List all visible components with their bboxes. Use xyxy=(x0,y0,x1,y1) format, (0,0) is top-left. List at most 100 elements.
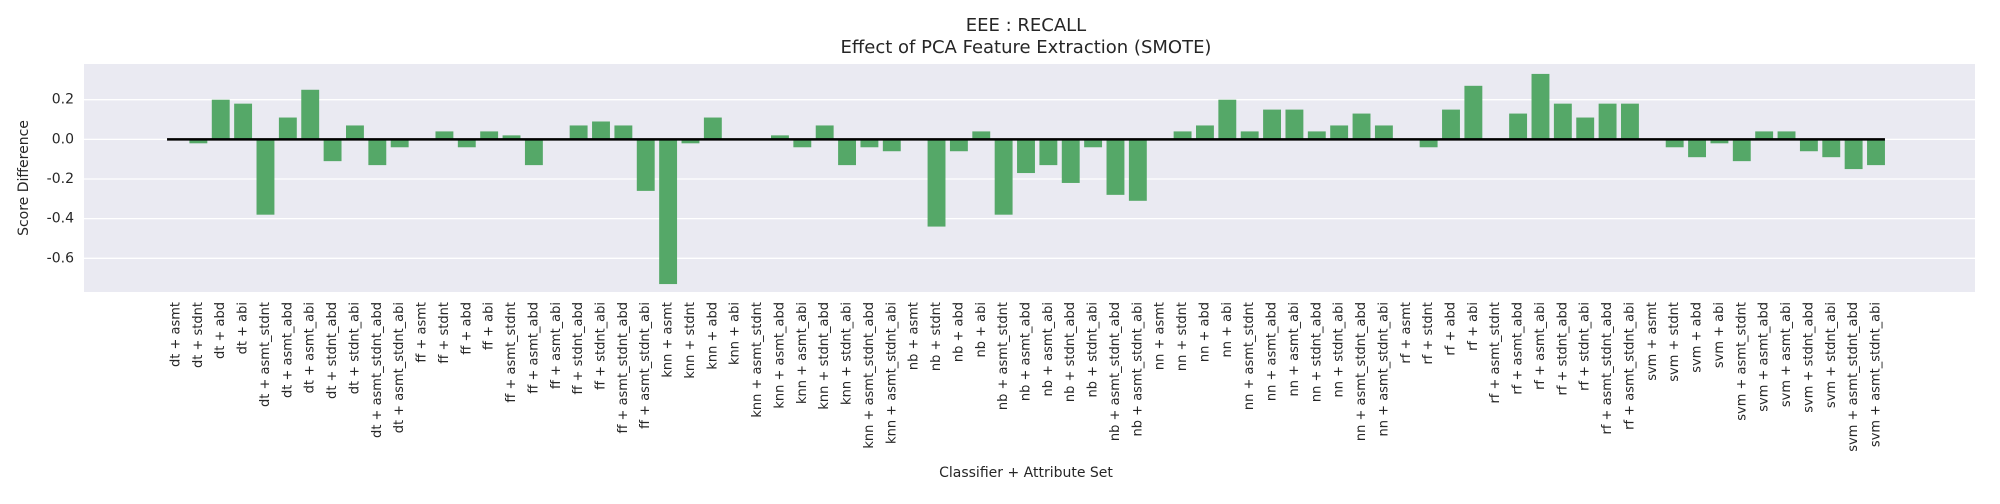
x-tick-label: knn + asmt_stdnt xyxy=(750,302,765,418)
x-tick-label: rf + stdnt_abd xyxy=(1555,302,1570,396)
bar xyxy=(860,139,879,148)
bar xyxy=(793,139,812,148)
x-tick-label: ff + asmt_abi xyxy=(549,302,564,389)
x-tick-label: nb + asmt_stdnt xyxy=(996,302,1011,410)
x-tick-label: svm + asmt_stdnt xyxy=(1734,302,1749,421)
bar xyxy=(1352,113,1371,140)
x-tick-label: svm + asmt_stdnt_abd xyxy=(1846,302,1861,452)
x-tick-label: knn + asmt xyxy=(661,302,676,378)
x-tick-label: svm + asmt_abi xyxy=(1779,302,1794,407)
bar xyxy=(1128,139,1147,201)
bar xyxy=(278,117,297,140)
bar xyxy=(1598,103,1617,140)
bar xyxy=(1084,139,1103,148)
x-tick-label: nb + stdnt_abd xyxy=(1063,302,1078,402)
x-tick-label: dt + abd xyxy=(213,302,228,359)
x-tick-label: dt + stdnt_abi xyxy=(347,302,362,394)
x-tick-label: nn + stdnt_abd xyxy=(1309,302,1324,402)
x-tick-label: nb + stdnt_abi xyxy=(1086,302,1101,397)
bar xyxy=(882,139,901,152)
bar xyxy=(1844,139,1863,170)
x-tick-label: dt + asmt_abi xyxy=(303,302,318,393)
x-tick-label: rf + asmt_abi xyxy=(1533,302,1548,390)
bar xyxy=(1464,85,1483,140)
x-tick-label: dt + asmt_stdnt_abd xyxy=(370,302,385,438)
bar xyxy=(502,135,521,140)
x-tick-label: dt + stdnt_abd xyxy=(325,302,340,399)
bar xyxy=(1307,131,1326,140)
x-tick-label: rf + asmt_abd xyxy=(1511,302,1526,395)
x-tick-label: nb + asmt_stdnt_abi xyxy=(1130,302,1145,436)
x-tick-label: nb + stdnt xyxy=(929,302,944,371)
bar xyxy=(592,121,610,140)
bar xyxy=(211,99,230,140)
x-tick-label: ff + stdnt xyxy=(437,302,452,364)
bar xyxy=(1755,131,1774,140)
bar xyxy=(994,139,1013,215)
bar xyxy=(1442,109,1460,140)
bar xyxy=(256,139,275,215)
x-tick-label: nn + stdnt_abi xyxy=(1332,302,1347,397)
x-tick-label: nb + asmt_stdnt_abd xyxy=(1108,302,1123,441)
bar xyxy=(189,139,208,144)
bar xyxy=(636,139,655,191)
x-tick-label: knn + asmt_abd xyxy=(772,302,787,409)
bar xyxy=(771,135,789,140)
x-tick-label: dt + asmt_abd xyxy=(280,302,295,398)
bar xyxy=(1285,109,1304,140)
x-tick-label: dt + asmt_stdnt_abi xyxy=(392,302,407,433)
y-tick-label: 0.0 xyxy=(52,131,74,147)
x-tick-label: nb + abi xyxy=(974,302,989,357)
x-tick-label: knn + stdnt_abi xyxy=(840,302,855,405)
bar xyxy=(703,117,722,140)
bar xyxy=(323,139,342,162)
bar xyxy=(838,139,856,166)
x-tick-label: svm + asmt_stdnt_abi xyxy=(1869,302,1884,447)
bar xyxy=(1017,139,1035,174)
x-tick-label: knn + abd xyxy=(705,302,720,370)
x-tick-label: dt + abi xyxy=(236,302,251,354)
bar xyxy=(457,139,476,148)
bar xyxy=(480,131,499,140)
bar xyxy=(681,139,700,144)
x-tick-label: nn + asmt_stdnt_abd xyxy=(1354,302,1369,441)
bar xyxy=(949,139,968,152)
x-tick-label: dt + stdnt xyxy=(191,302,206,368)
x-tick-label: nb + asmt xyxy=(907,302,922,370)
y-tick-label: 0.2 xyxy=(52,92,74,108)
x-tick-label: svm + abi xyxy=(1712,302,1727,368)
bar xyxy=(1240,131,1259,140)
bar xyxy=(815,125,834,140)
x-tick-label: knn + stdnt xyxy=(683,302,698,379)
bar xyxy=(1061,139,1080,183)
bar xyxy=(301,89,320,140)
bar xyxy=(1867,139,1885,166)
bar xyxy=(234,103,253,140)
bar xyxy=(1106,139,1125,195)
x-tick-label: rf + asmt_stdnt_abi xyxy=(1622,302,1637,430)
bar xyxy=(614,125,633,140)
bar xyxy=(346,125,364,140)
x-tick-label: rf + asmt_stdnt_abd xyxy=(1600,302,1615,435)
x-tick-label: knn + asmt_stdnt_abi xyxy=(884,302,899,444)
x-tick-label: ff + stdnt_abi xyxy=(594,302,609,390)
bar xyxy=(1218,99,1237,140)
y-tick-label: -0.4 xyxy=(47,211,74,227)
bar xyxy=(1732,139,1751,162)
x-tick-label: nn + asmt_stdnt_abi xyxy=(1376,302,1391,436)
bar xyxy=(1330,125,1349,140)
x-tick-label: ff + asmt_stdnt xyxy=(504,302,519,403)
x-tick-label: ff + abd xyxy=(459,302,474,355)
y-tick-label: -0.6 xyxy=(47,250,74,266)
bar xyxy=(1576,117,1595,140)
x-tick-label: svm + stdnt_abd xyxy=(1801,302,1816,413)
x-tick-label: dt + asmt xyxy=(169,302,184,367)
x-tick-label: ff + asmt_stdnt_abi xyxy=(638,302,653,429)
x-tick-label: ff + asmt_abd xyxy=(526,302,541,394)
x-tick-label: nn + abi xyxy=(1220,302,1235,357)
bar xyxy=(1621,103,1639,140)
x-tick-label: svm + stdnt xyxy=(1667,302,1682,382)
x-tick-label: knn + asmt_abi xyxy=(795,302,810,404)
x-tick-label: svm + stdnt_abi xyxy=(1824,302,1839,408)
